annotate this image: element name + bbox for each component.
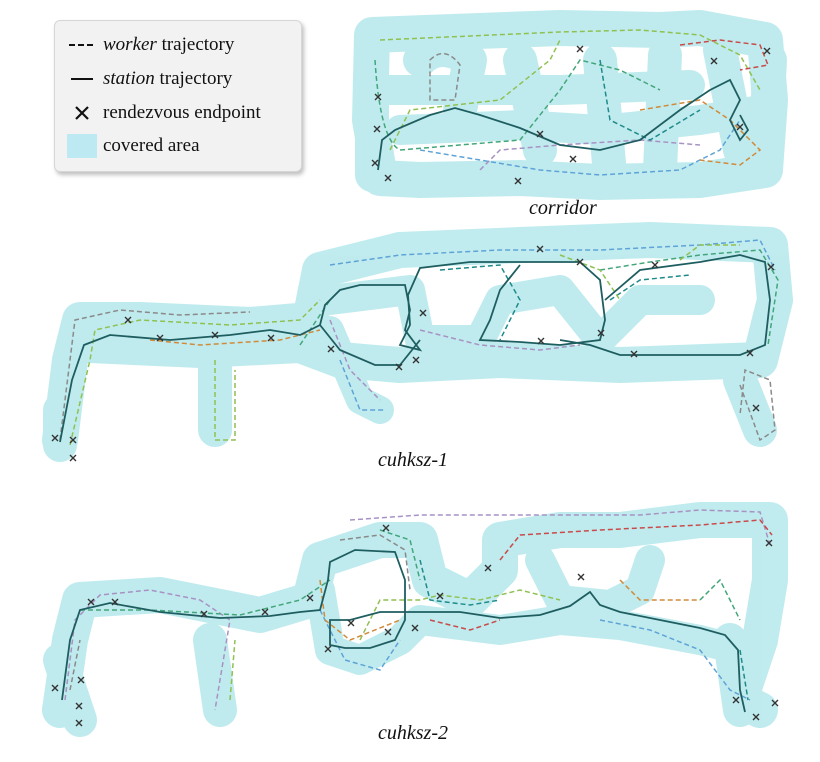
legend-worker-prefix: worker (103, 34, 157, 55)
rendezvous-markers-cuhksz2 (51, 524, 779, 727)
map-cuhksz2 (42, 502, 788, 737)
x-mark-icon (75, 106, 89, 120)
map-corridor (352, 10, 788, 200)
legend-covered-label: covered area (103, 135, 200, 156)
rendezvous-markers-cuhksz1 (51, 245, 775, 462)
legend-station-suffix: trajectory (154, 68, 233, 89)
legend-worker-label: worker trajectory (103, 34, 234, 56)
caption-corridor: corridor (529, 197, 597, 219)
legend-worker: worker trajectory (55, 31, 301, 59)
station-trajectory-cuhksz2 (61, 549, 746, 713)
worker-trajectories-corridor (374, 29, 770, 176)
legend-station: station trajectory (55, 65, 301, 93)
covered-area-corridor (352, 10, 788, 200)
dashed-line-icon (69, 44, 95, 46)
legend-station-prefix: station (103, 68, 155, 89)
worker-trajectories-cuhksz1 (59, 239, 779, 446)
caption-cuhksz1: cuhksz-1 (378, 449, 448, 471)
rendezvous-markers-corridor (371, 45, 771, 185)
map-cuhksz1 (42, 222, 793, 462)
area-swatch-icon (67, 134, 97, 158)
station-trajectory-corridor (377, 78, 750, 171)
covered-area-cuhksz1 (42, 222, 793, 462)
legend-rendezvous: rendezvous endpoint (55, 99, 301, 127)
covered-area-cuhksz2 (42, 502, 788, 737)
legend: worker trajectory station trajectory ren… (54, 20, 302, 172)
caption-cuhksz2: cuhksz-2 (378, 722, 448, 744)
legend-rendezvous-label: rendezvous endpoint (103, 102, 261, 123)
legend-worker-suffix: trajectory (156, 34, 235, 55)
legend-covered: covered area (55, 132, 301, 160)
legend-station-label: station trajectory (103, 68, 232, 90)
station-trajectory-cuhksz1 (59, 254, 771, 443)
solid-line-icon (71, 78, 93, 80)
